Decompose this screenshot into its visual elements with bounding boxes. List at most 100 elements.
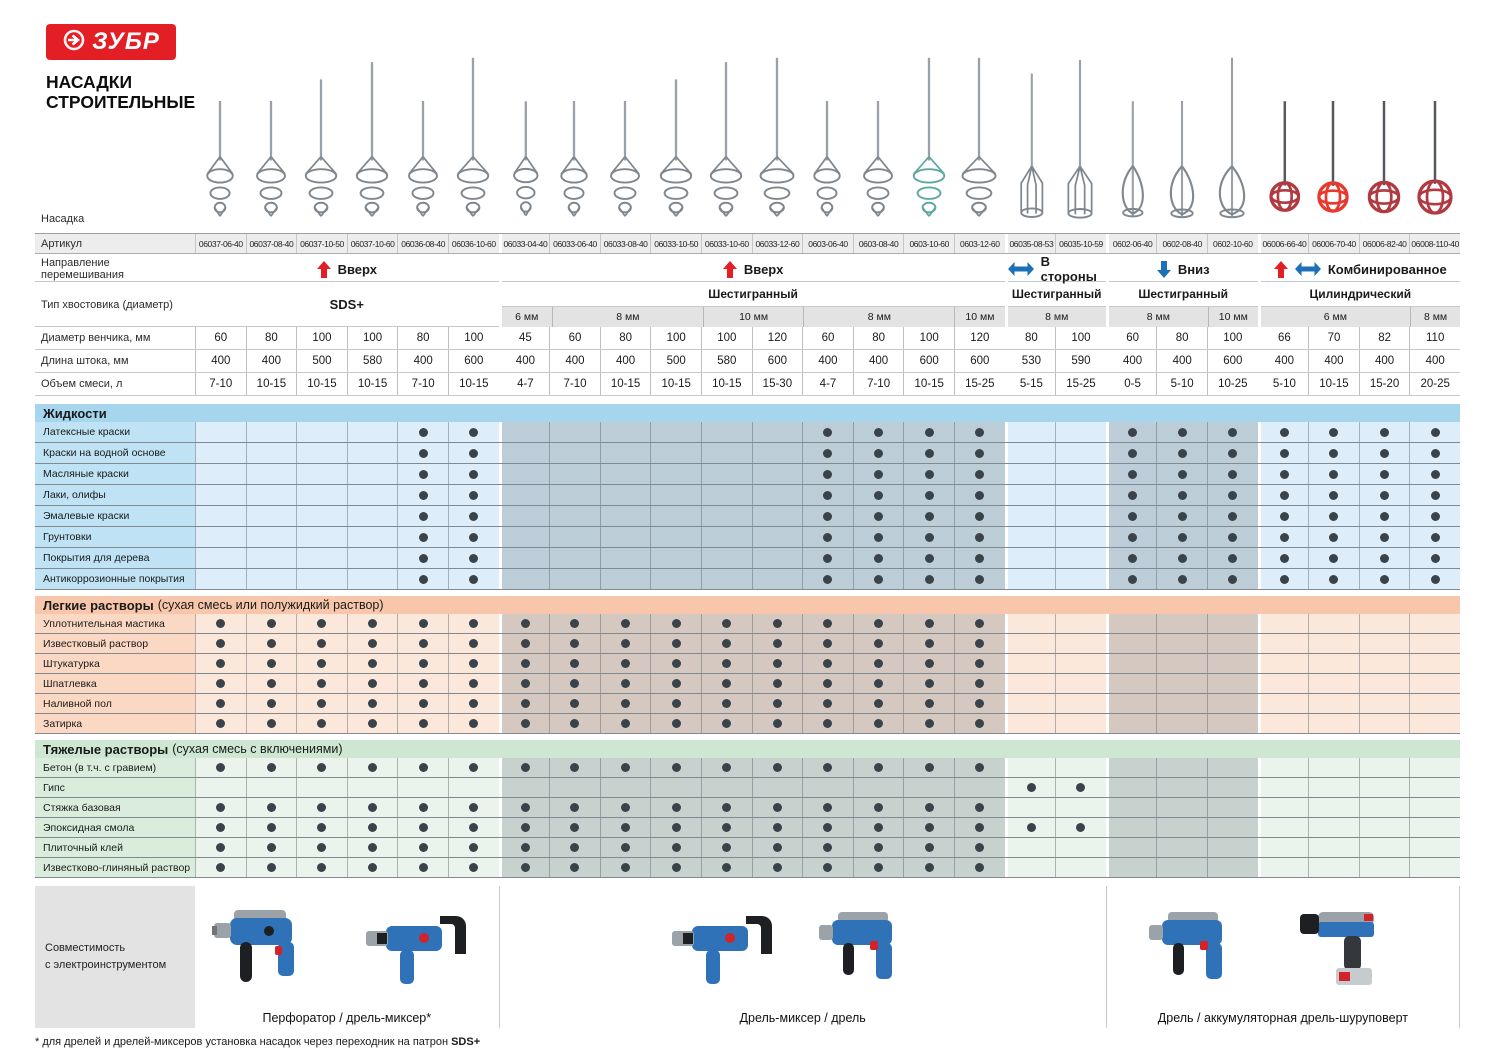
- compat-dot: [368, 863, 378, 872]
- matrix-cell: [1308, 798, 1359, 817]
- attachment-icon: [650, 38, 701, 233]
- shank-group: Цилиндрический 6 мм 8 мм: [1257, 282, 1460, 327]
- compat-dot: [1279, 574, 1289, 584]
- compat-dot: [469, 490, 479, 500]
- compat-dot: [317, 699, 327, 708]
- compat-dot: [671, 843, 681, 852]
- matrix-cell: [245, 778, 297, 797]
- direction-group-cell: Вверх: [195, 254, 499, 284]
- compat-dot: [772, 863, 782, 872]
- matrix-row: Известково-глиняный раствор: [35, 858, 1460, 878]
- matrix-cell: [498, 634, 550, 653]
- matrix-cell: [1409, 634, 1460, 653]
- compat-dot: [418, 511, 428, 521]
- matrix-cell: [1257, 569, 1309, 589]
- compat-dot: [216, 823, 226, 832]
- matrix-cell: [447, 548, 499, 568]
- matrix-cell: [1409, 654, 1460, 673]
- matrix-cell: [1105, 778, 1157, 797]
- matrix-cell: [549, 443, 600, 463]
- arrow-up-icon: [722, 260, 737, 278]
- compat-dot: [772, 763, 782, 772]
- matrix-row-label: Затирка: [35, 714, 195, 733]
- matrix-cell: [1156, 778, 1207, 797]
- matrix-cell: [1055, 798, 1106, 817]
- spec-cell: 7-10: [549, 373, 600, 395]
- matrix-cell: [1206, 506, 1258, 526]
- matrix-cell: [296, 548, 347, 568]
- article-cell: 06037-06-40: [195, 234, 246, 253]
- matrix-cell: [1308, 838, 1359, 857]
- whisk-diameter-row-label: Диаметр венчика, мм: [41, 332, 151, 344]
- compat-dot: [1279, 448, 1289, 458]
- compat-dot: [1430, 553, 1440, 563]
- matrix-cell: [549, 527, 600, 547]
- matrix-cell: [903, 838, 954, 857]
- compat-dot: [772, 699, 782, 708]
- matrix-cell: [599, 506, 651, 526]
- matrix-row-label: Уплотнительная мастика: [35, 614, 195, 633]
- compat-dot: [975, 553, 985, 563]
- spec-cell: 600: [903, 350, 954, 372]
- compat-dot: [570, 823, 580, 832]
- tool-zone: Дрель / аккумуляторная дрель-шуруповерт: [1105, 886, 1460, 1028]
- compat-dot: [520, 863, 530, 872]
- brand-arrow-icon: [62, 28, 86, 57]
- drill-icon: [818, 896, 938, 1001]
- compat-dot: [924, 699, 934, 708]
- matrix-cell: [1004, 548, 1056, 568]
- matrix-cell: [1004, 714, 1056, 733]
- matrix-cell: [751, 634, 803, 653]
- matrix-cell: [903, 485, 954, 505]
- compat-dot: [1430, 448, 1440, 458]
- spec-cell: 10-15: [245, 373, 297, 395]
- compat-dot: [418, 659, 428, 668]
- compat-dot: [317, 803, 327, 812]
- matrix-cell: [346, 798, 398, 817]
- matrix-cell: [903, 464, 954, 484]
- matrix-cell: [1257, 443, 1309, 463]
- matrix-cell: [1358, 758, 1410, 777]
- matrix-cell: [346, 674, 398, 693]
- spec-cell: 0-5: [1105, 373, 1157, 395]
- compat-dot: [1177, 511, 1187, 521]
- compat-dot: [823, 448, 833, 458]
- compat-dot: [216, 843, 226, 852]
- spec-cell: 80: [852, 327, 904, 349]
- page-title-line2: СТРОИТЕЛЬНЫЕ: [46, 92, 196, 112]
- matrix-cell: [1206, 714, 1258, 733]
- matrix-cell: [245, 654, 297, 673]
- compat-dot: [924, 679, 934, 688]
- matrix-cell: [498, 506, 550, 526]
- matrix-cell: [1105, 569, 1157, 589]
- compat-dot: [418, 490, 428, 500]
- matrix-cell: [1308, 485, 1359, 505]
- product-table: Насадка: [35, 38, 1460, 1028]
- compat-dot: [975, 574, 985, 584]
- matrix-cell: [802, 858, 853, 877]
- matrix-row: Эмалевые краски: [35, 506, 1460, 527]
- matrix-cell: [903, 443, 954, 463]
- compat-dot: [469, 553, 479, 563]
- drill-icon: [1148, 896, 1268, 1001]
- matrix-cell: [498, 464, 550, 484]
- matrix-row: Стяжка базовая: [35, 798, 1460, 818]
- spec-cell: 15-20: [1358, 373, 1410, 395]
- compat-dot: [216, 803, 226, 812]
- matrix-cell: [245, 798, 297, 817]
- matrix-cell: [397, 778, 448, 797]
- matrix-cell: [903, 422, 954, 442]
- matrix-cell: [1308, 778, 1359, 797]
- matrix-cell: [802, 758, 853, 777]
- spec-cell: 500: [650, 350, 701, 372]
- compat-dot: [975, 863, 985, 872]
- compat-dot: [772, 843, 782, 852]
- matrix-cell: [1409, 569, 1460, 589]
- matrix-cell: [195, 858, 246, 877]
- matrix-cell: [852, 694, 904, 713]
- matrix-cell: [953, 694, 1005, 713]
- matrix-cell: [1308, 614, 1359, 633]
- matrix-row: Латексные краски: [35, 422, 1460, 443]
- compat-dot: [317, 639, 327, 648]
- matrix-cell: [245, 634, 297, 653]
